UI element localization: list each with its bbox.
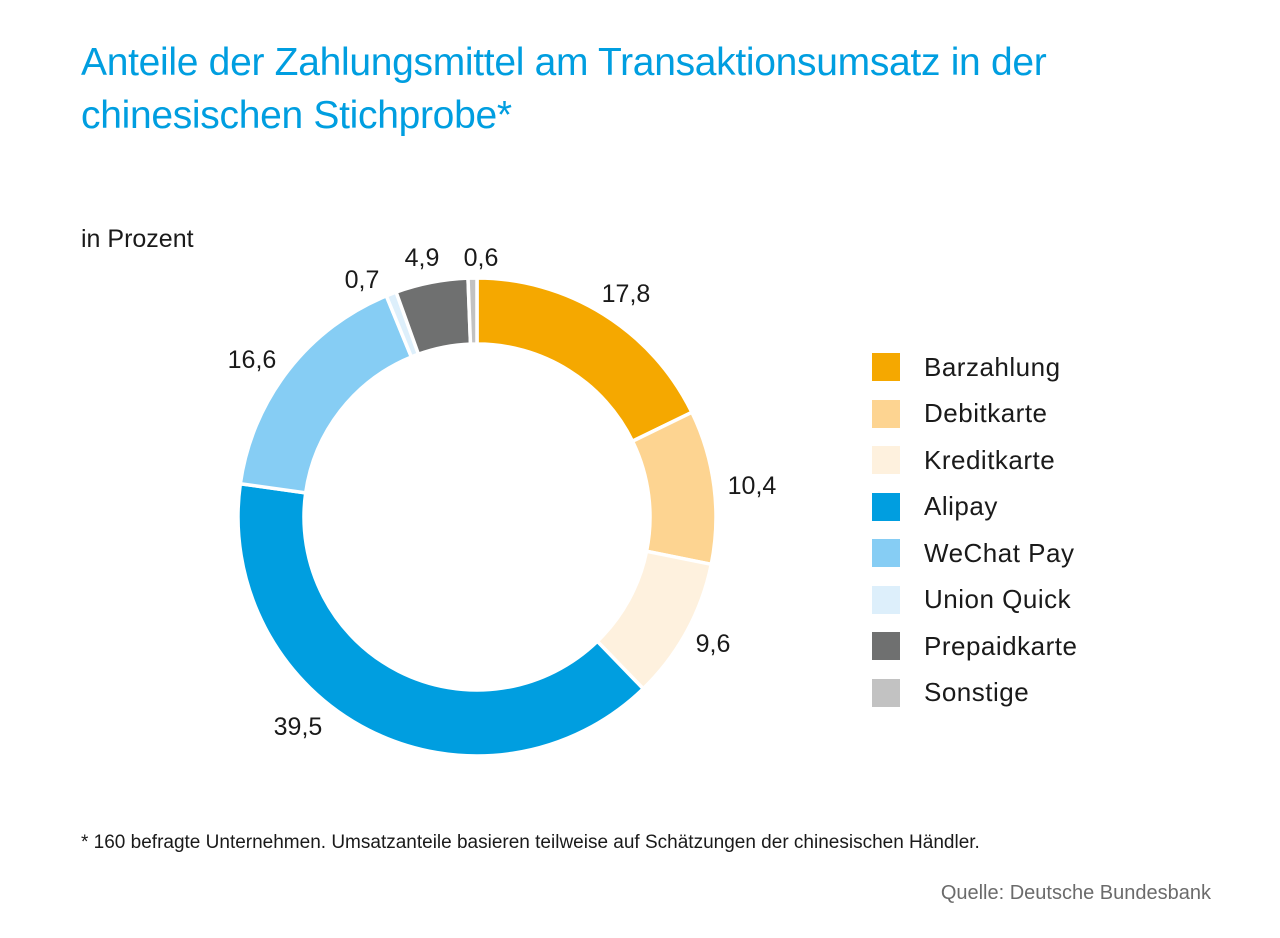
- chart-title: Anteile der Zahlungsmittel am Transaktio…: [81, 41, 1047, 137]
- legend: Barzahlung Debitkarte Kreditkarte Alipay WeC…: [872, 344, 1077, 716]
- data-label-sonstige: 0,6: [464, 244, 499, 272]
- legend-label: Debitkarte: [924, 398, 1048, 429]
- source-note: Quelle: Deutsche Bundesbank: [940, 882, 1211, 904]
- slice-alipay: [236, 481, 646, 758]
- legend-item: Union Quick: [872, 577, 1077, 624]
- legend-item: Debitkarte: [872, 391, 1077, 438]
- legend-item: Barzahlung: [872, 344, 1077, 391]
- legend-label: WeChat Pay: [924, 537, 1075, 568]
- legend-swatch: [872, 585, 900, 614]
- legend-swatch: [872, 399, 900, 428]
- legend-item: Prepaidkarte: [872, 623, 1077, 670]
- legend-label: Prepaidkarte: [924, 630, 1078, 661]
- unit-label: in Prozent: [81, 225, 194, 253]
- legend-swatch: [872, 492, 900, 521]
- data-label-debitkarte: 10,4: [728, 472, 777, 500]
- footnote: * 160 befragte Unternehmen. Umsatzanteil…: [81, 832, 980, 853]
- data-label-alipay: 39,5: [274, 713, 323, 741]
- legend-label: Sonstige: [924, 677, 1030, 708]
- data-label-barzahlung: 17,8: [602, 280, 651, 308]
- legend-item: WeChat Pay: [872, 530, 1077, 577]
- legend-label: Kreditkarte: [924, 444, 1056, 475]
- legend-item: Alipay: [872, 484, 1077, 531]
- data-label-kreditkarte: 9,6: [696, 630, 731, 658]
- legend-item: Sonstige: [872, 670, 1077, 717]
- legend-swatch: [872, 632, 900, 661]
- legend-label: Union Quick: [924, 584, 1072, 615]
- data-label-prepaidkarte: 4,9: [405, 244, 440, 272]
- legend-swatch: [872, 353, 900, 382]
- slice-barzahlung: [475, 276, 695, 444]
- data-label-union-quick: 0,7: [345, 266, 380, 294]
- legend-swatch: [872, 446, 900, 475]
- data-label-wechat-pay: 16,6: [228, 346, 277, 374]
- legend-swatch: [872, 539, 900, 568]
- legend-item: Kreditkarte: [872, 437, 1077, 484]
- slice-wechat-pay: [238, 293, 414, 495]
- legend-swatch: [872, 678, 900, 707]
- legend-label: Alipay: [924, 491, 998, 522]
- slice-debitkarte: [630, 409, 718, 567]
- legend-label: Barzahlung: [924, 351, 1061, 382]
- slice-sonstige: [466, 276, 479, 346]
